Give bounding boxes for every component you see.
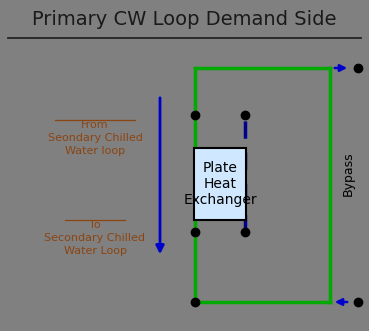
Text: From
Seondary Chilled
Water loop: From Seondary Chilled Water loop: [48, 120, 142, 156]
Text: Bypass: Bypass: [341, 151, 355, 196]
Bar: [194, 148, 246, 220]
Text: Primary CW Loop Demand Side: Primary CW Loop Demand Side: [32, 10, 337, 29]
Text: Plate
Heat
Exchanger: Plate Heat Exchanger: [183, 161, 257, 207]
Text: To
Secondary Chilled
Water Loop: To Secondary Chilled Water Loop: [45, 220, 145, 256]
